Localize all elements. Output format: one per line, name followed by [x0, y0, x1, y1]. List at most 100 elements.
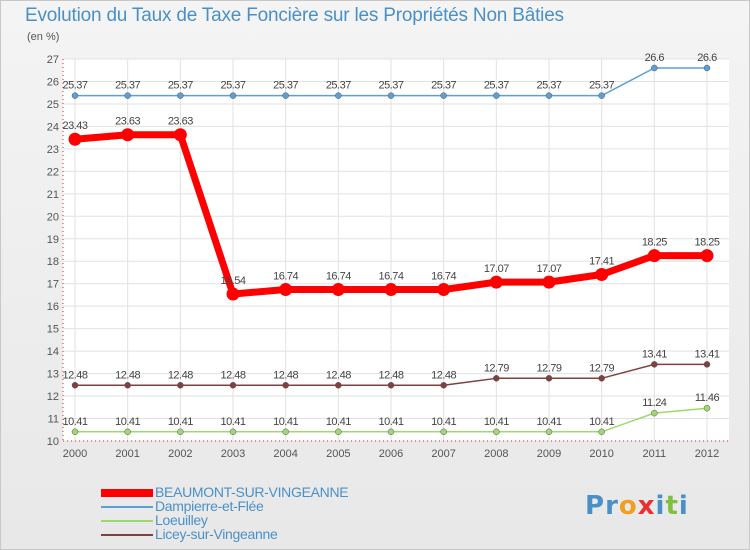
y-tick-label: 17	[47, 279, 59, 291]
data-point	[124, 428, 131, 436]
legend-label: Loeuilley	[155, 512, 208, 528]
legend-label: Dampierre-et-Flée	[155, 498, 264, 514]
grid	[63, 58, 729, 442]
data-point	[282, 382, 289, 389]
x-tick-label: 2008	[484, 448, 508, 460]
data-point	[282, 92, 289, 99]
data-point	[331, 283, 345, 297]
legend-swatch	[101, 534, 153, 536]
data-label: 11.24	[642, 397, 667, 409]
x-tick-label: 2009	[537, 448, 561, 460]
data-label: 16.74	[431, 271, 456, 283]
y-tick-label: 27	[47, 54, 59, 66]
data-point	[703, 361, 711, 368]
data-label: 16.74	[273, 271, 298, 283]
y-tick-label: 22	[47, 166, 59, 178]
data-point	[542, 275, 556, 289]
y-tick-label: 24	[47, 121, 59, 133]
data-point	[598, 92, 605, 99]
logo-letter: P	[585, 491, 606, 521]
data-label: 18.25	[694, 237, 719, 249]
legend-label: BEAUMONT-SUR-VINGEANNE	[155, 484, 349, 500]
axes: 10 11 12 13 14 15 16 17 18 19 20 21 22 23 24 25 26 27 2000…	[47, 54, 729, 460]
data-label: 10.41	[115, 416, 140, 428]
data-point	[493, 428, 500, 436]
x-tick-label: 2004	[273, 448, 297, 460]
y-tick-label: 20	[47, 211, 59, 223]
data-point	[545, 428, 553, 436]
data-label: 16.54	[220, 275, 245, 287]
y-tick-label: 19	[47, 234, 59, 246]
data-label: 10.41	[536, 416, 561, 428]
data-label: 12.79	[484, 362, 509, 374]
data-label: 26.6	[697, 52, 717, 64]
data-point	[387, 382, 395, 389]
data-label: 12.79	[589, 362, 614, 374]
y-tick-label: 15	[47, 324, 59, 336]
data-point	[124, 382, 131, 389]
data-label: 10.41	[273, 416, 298, 428]
data-point	[440, 428, 447, 436]
data-label: 26.6	[645, 52, 665, 64]
data-label: 16.74	[326, 271, 351, 283]
data-label: 12.79	[536, 362, 561, 374]
x-tick-label: 2006	[379, 448, 403, 460]
data-label: 10.41	[220, 416, 245, 428]
data-label: 25.37	[378, 80, 403, 92]
data-label: 25.37	[220, 80, 245, 92]
data-point	[229, 428, 237, 436]
x-tick-label: 2003	[221, 448, 245, 460]
x-tick-label: 2012	[695, 448, 719, 460]
data-label: 12.48	[168, 369, 193, 381]
data-point	[493, 375, 500, 382]
data-label: 16.74	[378, 271, 403, 283]
data-label: 10.41	[62, 416, 87, 428]
data-point	[71, 382, 79, 389]
x-tick-label: 2005	[326, 448, 350, 460]
data-label: 25.37	[273, 80, 298, 92]
data-point	[387, 92, 395, 99]
data-point	[651, 64, 658, 72]
data-label: 25.37	[536, 80, 561, 92]
data-label: 25.37	[589, 80, 614, 92]
x-tick-label: 2007	[431, 448, 455, 460]
data-label: 12.48	[378, 369, 403, 381]
data-point	[440, 92, 447, 99]
data-label: 10.41	[326, 416, 351, 428]
data-label: 25.37	[484, 80, 509, 92]
data-label: 13.41	[642, 348, 667, 360]
data-point	[651, 361, 658, 368]
data-point	[703, 64, 711, 72]
data-point	[229, 382, 237, 389]
series-layer	[68, 64, 714, 436]
data-point	[440, 382, 447, 389]
data-label: 23.63	[168, 116, 193, 128]
data-point	[384, 283, 398, 297]
data-point	[703, 404, 711, 412]
x-tick-label: 2000	[63, 448, 87, 460]
data-point	[282, 428, 289, 436]
data-point	[279, 283, 293, 297]
data-point	[598, 428, 605, 436]
logo-letter: i	[655, 491, 666, 521]
logo-letter: o	[618, 491, 638, 521]
data-point	[68, 132, 82, 146]
data-label: 12.48	[115, 369, 140, 381]
data-label: 23.43	[62, 120, 87, 132]
data-point	[335, 92, 342, 99]
data-point	[173, 128, 187, 142]
data-point	[493, 92, 500, 99]
chart-title: Evolution du Taux de Taxe Foncière sur l…	[25, 5, 564, 26]
y-tick-label: 16	[47, 301, 59, 313]
data-label: 23.63	[115, 116, 140, 128]
data-label: 17.07	[536, 263, 561, 275]
data-label: 17.07	[484, 263, 509, 275]
data-point	[124, 92, 131, 99]
data-label: 13.41	[694, 348, 719, 360]
data-point	[335, 382, 342, 389]
data-label: 25.37	[168, 80, 193, 92]
data-label: 18.25	[642, 237, 667, 249]
data-point	[647, 249, 661, 263]
